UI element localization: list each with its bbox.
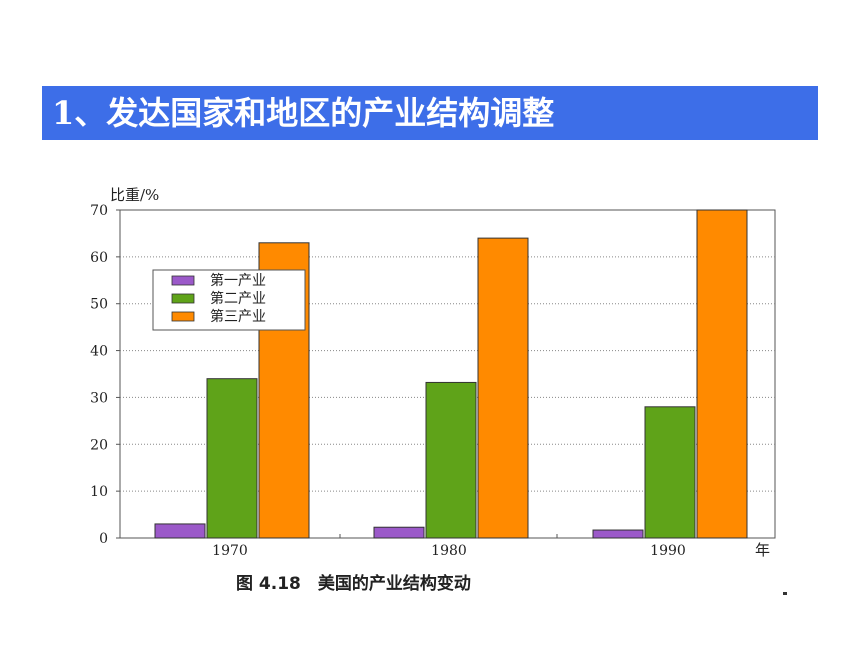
slide-title-text: 发达国家和地区的产业结构调整 xyxy=(106,94,555,132)
x-tick-label: 1970 xyxy=(212,543,248,559)
y-axis-ticks: 0 10 20 30 40 50 60 70 xyxy=(90,203,120,547)
bars xyxy=(154,209,748,539)
bar-3-1980 xyxy=(477,237,529,539)
y-tick-label: 70 xyxy=(90,203,108,219)
legend-label: 第一产业 xyxy=(210,272,266,289)
bar-1-1990 xyxy=(592,529,644,539)
y-tick-label: 30 xyxy=(90,390,108,406)
bar-2-1970 xyxy=(206,378,258,539)
x-tick-label: 1990 xyxy=(650,543,686,559)
slide-title: 1、发达国家和地区的产业结构调整 xyxy=(42,86,818,140)
legend-label: 第二产业 xyxy=(210,290,266,307)
y-tick-label: 60 xyxy=(90,250,108,266)
y-tick-label: 20 xyxy=(90,437,108,453)
y-tick-label: 50 xyxy=(90,297,108,313)
slide-title-number: 1、 xyxy=(52,94,107,132)
bar-2-1980 xyxy=(425,381,477,539)
y-tick-label: 40 xyxy=(90,344,108,360)
legend-swatch xyxy=(171,311,195,322)
x-tick-label: 1980 xyxy=(431,543,467,559)
bar-3-1990 xyxy=(696,209,748,539)
legend-label: 第三产业 xyxy=(210,308,266,325)
chart-title: 图 4.18 美国的产业结构变动 xyxy=(236,573,471,594)
bar-1-1970 xyxy=(154,523,206,539)
bar-2-1990 xyxy=(644,406,696,539)
x-axis-ticks: 1970 1980 1990 xyxy=(212,534,686,559)
x-axis-label: 年 xyxy=(755,541,770,559)
bar-1-1980 xyxy=(373,526,425,539)
legend-swatch xyxy=(171,275,195,286)
decorative-dot xyxy=(783,592,787,595)
legend-swatch xyxy=(171,293,195,304)
y-tick-label: 10 xyxy=(90,484,108,500)
y-axis-label: 比重/% xyxy=(110,186,159,204)
y-tick-label: 0 xyxy=(99,531,108,547)
